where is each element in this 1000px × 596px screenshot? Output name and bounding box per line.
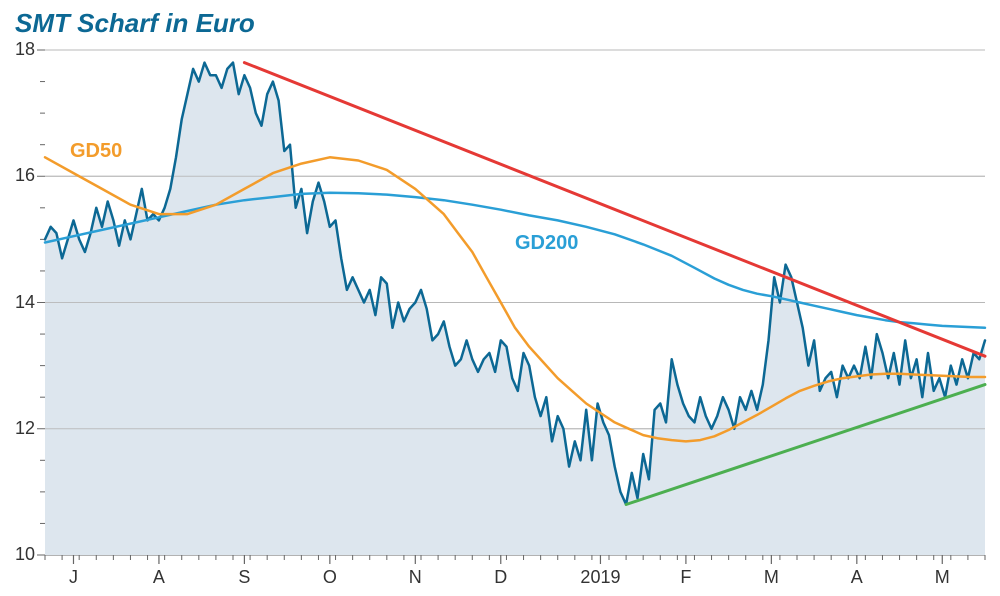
x-tick-label: A: [851, 567, 863, 588]
x-tick-label: F: [680, 567, 691, 588]
y-tick-label: 12: [0, 418, 35, 439]
x-tick-label: M: [764, 567, 779, 588]
x-tick-label: S: [238, 567, 250, 588]
y-tick-label: 14: [0, 292, 35, 313]
x-tick-label: M: [935, 567, 950, 588]
x-tick-label: A: [153, 567, 165, 588]
x-tick-label: J: [69, 567, 78, 588]
x-tick-label: N: [409, 567, 422, 588]
gd200-label: GD200: [515, 232, 578, 255]
y-tick-label: 16: [0, 165, 35, 186]
x-tick-label: 2019: [580, 567, 620, 588]
x-tick-label: D: [494, 567, 507, 588]
y-tick-label: 18: [0, 39, 35, 60]
y-tick-label: 10: [0, 544, 35, 565]
gd50-label: GD50: [70, 140, 122, 163]
x-tick-label: O: [323, 567, 337, 588]
price-chart-svg: [0, 0, 1000, 596]
